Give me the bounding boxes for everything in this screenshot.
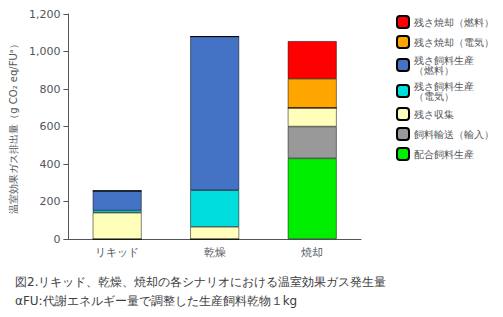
svg-text:（燃料）: （燃料） [414,65,454,76]
svg-text:残さ焼却（燃料）: 残さ焼却（燃料） [414,17,494,28]
svg-text:残さ焼却（電気）: 残さ焼却（電気） [414,37,494,48]
svg-text:（電気）: （電気） [414,91,454,102]
svg-text:残さ飼料生産: 残さ飼料生産 [414,54,474,66]
svg-text:残さ飼料生産: 残さ飼料生産 [414,80,474,92]
svg-text:配合飼料生産: 配合飼料生産 [414,149,474,160]
svg-text:1,200: 1,200 [29,8,61,21]
svg-text:図2.リキッド、乾燥、焼却の各シナリオにおける温室効果ガス発: 図2.リキッド、乾燥、焼却の各シナリオにおける温室効果ガス発生量 [15,275,386,289]
svg-text:飼料輸送（輸入）: 飼料輸送（輸入） [414,129,494,140]
svg-text:600: 600 [39,120,60,133]
svg-text:0: 0 [53,233,60,246]
svg-text:1,000: 1,000 [29,45,61,58]
svg-text:800: 800 [39,83,60,96]
svg-text:リキッド: リキッド [95,246,139,259]
svg-text:200: 200 [39,195,60,208]
svg-text:400: 400 [39,158,60,171]
svg-text:乾燥: 乾燥 [204,246,226,259]
svg-text:αFU:代謝エネルギー量で調整した生産飼料乾物１kg: αFU:代謝エネルギー量で調整した生産飼料乾物１kg [15,294,297,308]
svg-text:残さ収集: 残さ収集 [414,109,454,120]
svg-text:温室効果ガス排出量（g CO₂ eq/FUᵃ）: 温室効果ガス排出量（g CO₂ eq/FUᵃ） [8,39,19,213]
svg-text:焼却: 焼却 [301,246,323,259]
